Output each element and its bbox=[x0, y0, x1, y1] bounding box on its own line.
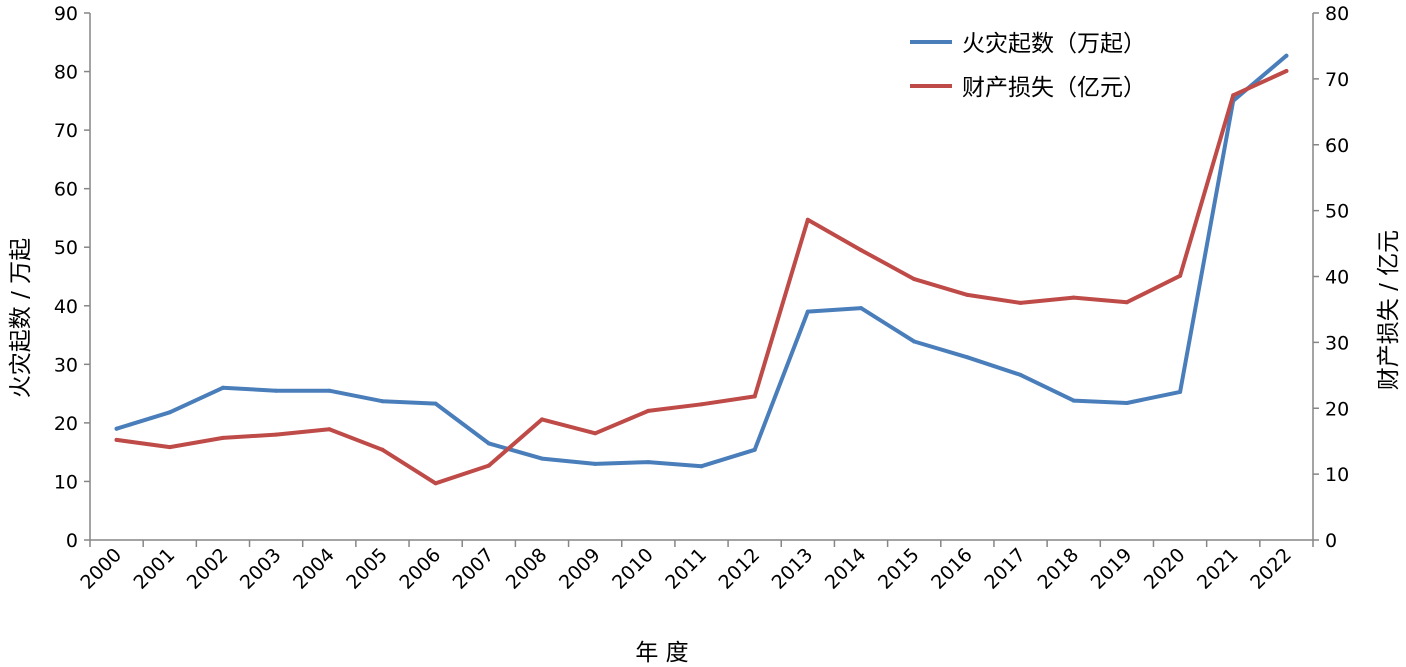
x-tick-label: 2004 bbox=[289, 544, 339, 594]
series-layer bbox=[114, 53, 1289, 486]
data-point-property-loss bbox=[912, 277, 917, 282]
right-y-tick-label: 0 bbox=[1325, 530, 1337, 552]
data-point-property-loss bbox=[486, 463, 491, 468]
data-point-fire-count bbox=[1018, 372, 1023, 377]
data-point-property-loss bbox=[699, 402, 704, 407]
x-tick-label: 2010 bbox=[608, 544, 658, 594]
x-tick-label: 2007 bbox=[449, 544, 499, 594]
data-point-fire-count bbox=[1284, 53, 1289, 58]
x-tick-label: 2016 bbox=[927, 544, 977, 594]
data-point-fire-count bbox=[274, 388, 279, 393]
data-point-fire-count bbox=[593, 461, 598, 466]
data-point-property-loss bbox=[1231, 93, 1236, 98]
left-y-tick-label: 0 bbox=[66, 530, 78, 552]
x-tick-label: 2002 bbox=[183, 544, 233, 594]
left-y-tick-label: 60 bbox=[54, 179, 78, 201]
x-tick-label: 2005 bbox=[342, 544, 392, 594]
data-point-fire-count bbox=[965, 355, 970, 360]
x-tick-label: 2011 bbox=[661, 544, 711, 594]
x-tick-label: 2008 bbox=[502, 544, 552, 594]
series-line-property-loss bbox=[114, 69, 1289, 486]
legend-label-property-loss: 财产损失（亿元） bbox=[962, 75, 1146, 101]
right-y-tick-label: 50 bbox=[1325, 201, 1349, 223]
x-tick-label: 2001 bbox=[130, 544, 180, 594]
x-tick-label: 2009 bbox=[555, 544, 605, 594]
data-point-fire-count bbox=[1124, 401, 1129, 405]
data-point-fire-count bbox=[699, 464, 704, 469]
data-point-fire-count bbox=[752, 447, 757, 452]
data-point-property-loss bbox=[805, 217, 810, 222]
right-y-tick-label: 10 bbox=[1325, 464, 1349, 486]
data-point-fire-count bbox=[167, 410, 172, 415]
data-point-property-loss bbox=[220, 435, 225, 440]
x-axis-title: 年 度 bbox=[635, 640, 688, 666]
data-point-property-loss bbox=[752, 394, 757, 399]
x-tick-label: 2012 bbox=[714, 544, 764, 594]
data-point-property-loss bbox=[380, 447, 385, 452]
x-tick-label: 2000 bbox=[76, 544, 126, 594]
right-y-tick-label: 40 bbox=[1325, 267, 1349, 289]
data-point-fire-count bbox=[540, 456, 544, 461]
right-y-tick-label: 20 bbox=[1325, 398, 1349, 420]
left-y-tick-label: 20 bbox=[54, 413, 78, 435]
left-y-tick-label: 70 bbox=[54, 120, 78, 142]
data-point-fire-count bbox=[1071, 398, 1076, 403]
data-point-property-loss bbox=[167, 445, 172, 450]
right-y-tick-label: 70 bbox=[1325, 69, 1349, 91]
data-point-property-loss bbox=[1018, 300, 1023, 305]
axes: 0 10 20 30 40 50 60 70 80 90 0 10 20 30 40 50 60 70 80 2000… bbox=[54, 3, 1349, 594]
left-y-tick-label: 30 bbox=[54, 354, 78, 376]
right-y-tick-label: 60 bbox=[1325, 135, 1349, 157]
x-tick-label: 2019 bbox=[1087, 544, 1137, 594]
left-y-tick-label: 80 bbox=[54, 62, 78, 84]
left-y-tick-label: 10 bbox=[54, 471, 78, 493]
data-point-property-loss bbox=[327, 427, 332, 432]
x-tick-label: 2006 bbox=[395, 544, 445, 594]
data-point-fire-count bbox=[805, 309, 810, 314]
data-point-property-loss bbox=[859, 248, 863, 253]
data-point-fire-count bbox=[646, 460, 651, 465]
x-tick-label: 2020 bbox=[1140, 544, 1190, 594]
right-y-tick-label: 80 bbox=[1325, 3, 1349, 25]
x-tick-label: 2022 bbox=[1246, 544, 1296, 594]
data-point-fire-count bbox=[114, 426, 119, 431]
data-point-property-loss bbox=[1124, 300, 1129, 305]
left-y-tick-label: 50 bbox=[54, 237, 78, 259]
x-tick-label: 2017 bbox=[980, 544, 1030, 594]
data-point-fire-count bbox=[859, 306, 863, 311]
data-point-property-loss bbox=[1178, 273, 1183, 278]
data-point-property-loss bbox=[593, 431, 598, 436]
x-tick-label: 2015 bbox=[874, 544, 924, 594]
data-point-fire-count bbox=[327, 388, 332, 393]
data-point-property-loss bbox=[646, 408, 651, 413]
data-point-property-loss bbox=[433, 481, 438, 486]
data-point-fire-count bbox=[220, 385, 225, 390]
data-point-property-loss bbox=[1071, 295, 1076, 300]
data-point-fire-count bbox=[1178, 389, 1183, 394]
x-tick-label: 2003 bbox=[236, 544, 286, 594]
data-point-fire-count bbox=[380, 399, 385, 404]
data-point-property-loss bbox=[540, 417, 544, 422]
data-point-fire-count bbox=[912, 339, 917, 344]
right-y-axis-title: 财产损失 / 亿元 bbox=[1376, 230, 1402, 390]
left-y-axis-title: 火灾起数 / 万起 bbox=[8, 238, 34, 398]
legend-label-fire-count: 火灾起数（万起） bbox=[962, 31, 1146, 57]
left-y-tick-label: 90 bbox=[54, 3, 78, 25]
x-tick-label: 2013 bbox=[768, 544, 818, 594]
data-point-fire-count bbox=[486, 441, 491, 446]
x-tick-label: 2021 bbox=[1193, 544, 1243, 594]
data-point-property-loss bbox=[114, 437, 119, 442]
data-point-property-loss bbox=[965, 292, 970, 297]
x-tick-label: 2018 bbox=[1034, 544, 1084, 594]
right-y-tick-label: 30 bbox=[1325, 332, 1349, 354]
data-point-fire-count bbox=[433, 401, 438, 406]
data-point-property-loss bbox=[274, 432, 279, 437]
data-point-property-loss bbox=[1284, 69, 1289, 73]
x-tick-label: 2014 bbox=[821, 544, 871, 594]
legend: 火灾起数（万起） 财产损失（亿元） bbox=[910, 31, 1146, 101]
left-y-tick-label: 40 bbox=[54, 296, 78, 318]
